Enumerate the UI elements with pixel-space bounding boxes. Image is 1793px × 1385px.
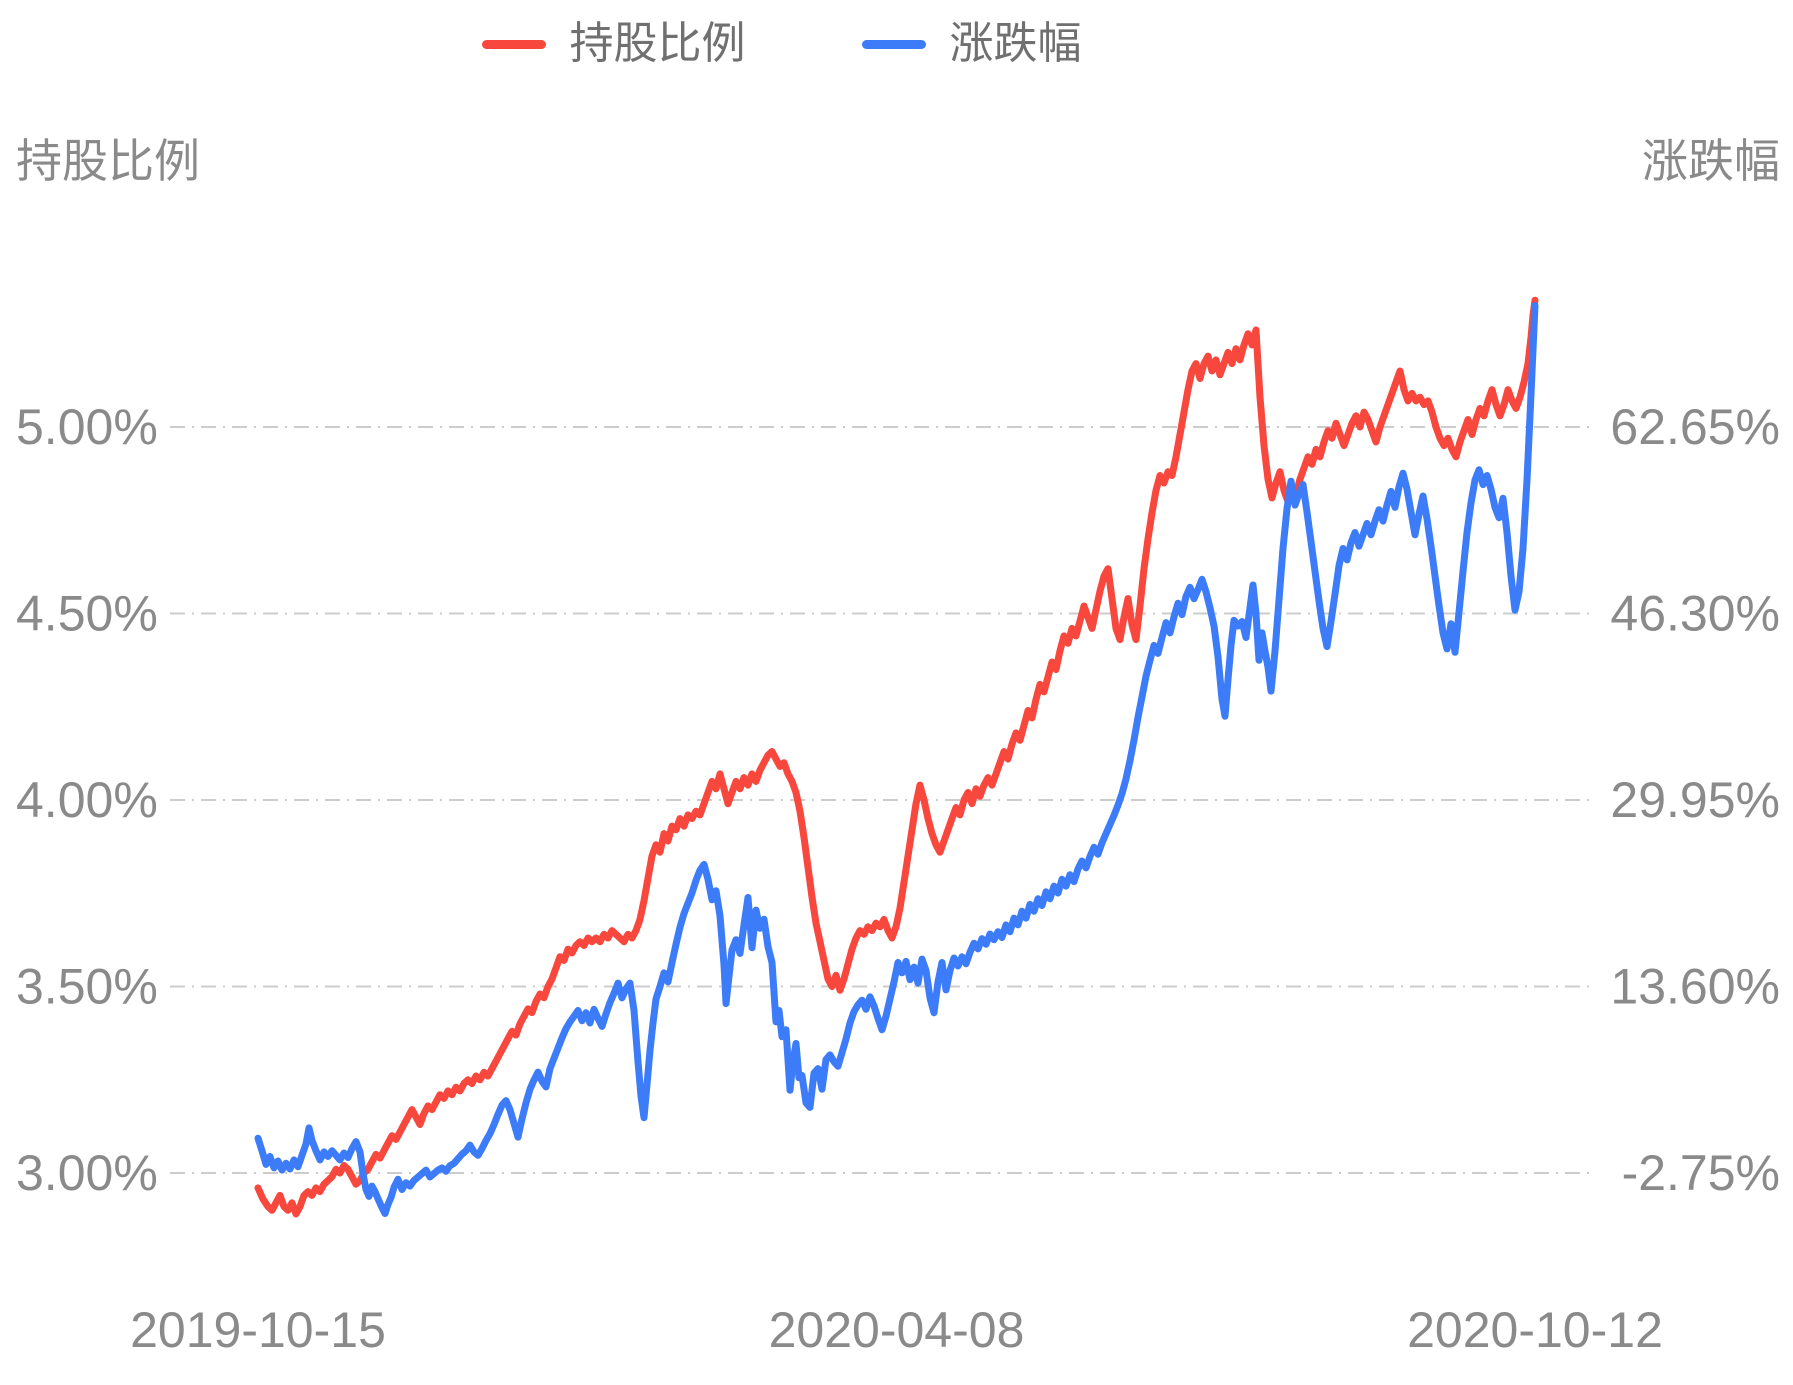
series-line-holding-ratio[interactable]: [254, 296, 1539, 1218]
left-axis-tick-labels: 3.00% 3.50% 4.00% 4.50% 5.00%: [16, 399, 158, 1201]
right-axis-tick-labels: -2.75% 13.60% 29.95% 46.30% 62.65%: [1610, 399, 1780, 1201]
axis-tick-label: 13.60%: [1610, 959, 1780, 1015]
axis-tick-label: 5.00%: [16, 399, 158, 455]
x-axis-tick-label: 2020-10-12: [1407, 1302, 1663, 1358]
left-axis-title: 持股比例: [16, 135, 200, 187]
legend-dash-blue-icon: [861, 39, 926, 49]
axis-tick-label: 3.00%: [16, 1145, 158, 1201]
legend-label-change: 涨跌幅: [949, 19, 1082, 68]
series-line-change[interactable]: [254, 302, 1539, 1217]
axis-tick-label: -2.75%: [1622, 1145, 1780, 1201]
axis-tick-label: 4.50%: [16, 586, 158, 642]
x-axis-tick-label: 2020-04-08: [769, 1302, 1025, 1358]
axis-tick-label: 62.65%: [1610, 399, 1780, 455]
axis-tick-label: 3.50%: [16, 959, 158, 1015]
right-axis-title: 涨跌幅: [1642, 135, 1780, 187]
x-axis-tick-label: 2019-10-15: [130, 1302, 386, 1358]
legend-label-holding-ratio: 持股比例: [569, 19, 746, 68]
legend-item-holding-ratio[interactable]: 持股比例: [481, 19, 746, 68]
legend-dash-red-icon: [481, 39, 546, 49]
axis-tick-label: 29.95%: [1610, 772, 1780, 828]
legend-item-change[interactable]: 涨跌幅: [861, 19, 1082, 68]
gridlines: [170, 426, 1593, 1174]
chart-legend: 持股比例 涨跌幅: [0, 22, 1793, 66]
x-axis-tick-labels: 2019-10-15 2020-04-08 2020-10-12: [130, 1302, 1663, 1358]
series-lines[interactable]: [254, 296, 1539, 1218]
axis-tick-label: 46.30%: [1610, 586, 1780, 642]
axis-tick-label: 4.00%: [16, 772, 158, 828]
